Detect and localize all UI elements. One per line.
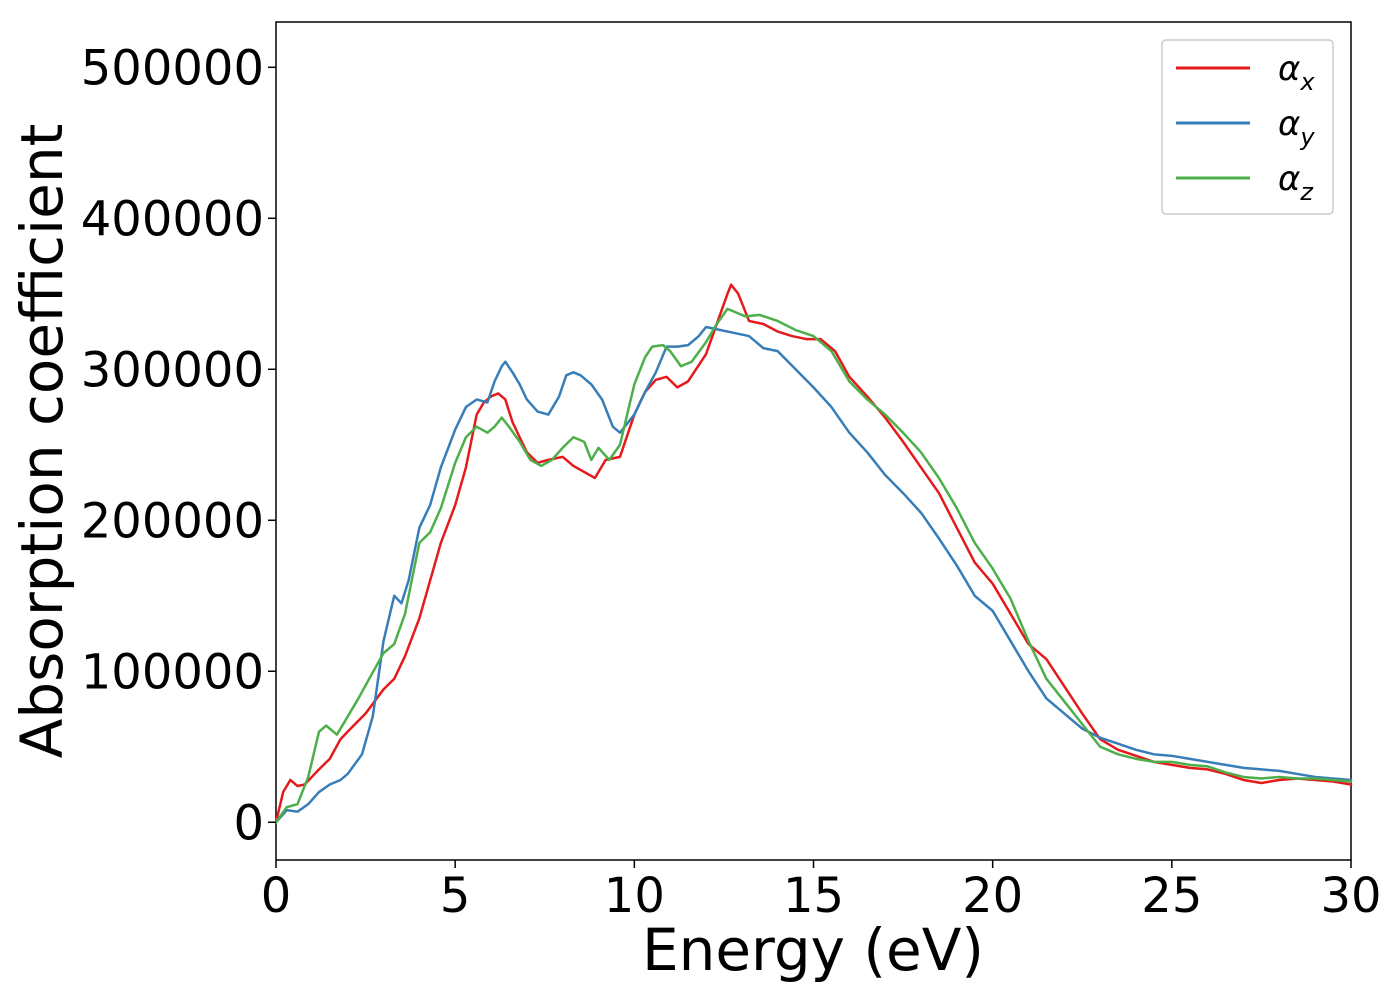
y-axis-ticks: 0 100000 200000 300000 400000 500000 bbox=[81, 40, 276, 851]
legend-label-y: αy bbox=[1278, 104, 1315, 151]
series-line-x bbox=[274, 283, 1353, 824]
x-tick-label: 0 bbox=[261, 868, 292, 924]
y-axis-title: Absorption coefficient bbox=[8, 124, 76, 759]
x-tick-label: 30 bbox=[1320, 868, 1381, 924]
y-tick-label: 300000 bbox=[81, 342, 264, 398]
series-layer bbox=[274, 283, 1353, 824]
series-line-z bbox=[274, 307, 1353, 824]
x-axis-title: Energy (eV) bbox=[642, 916, 984, 984]
y-tick-label: 400000 bbox=[81, 191, 264, 247]
legend-items: αx αy αz bbox=[1176, 49, 1315, 206]
series-line-y bbox=[274, 325, 1353, 824]
y-tick-label: 100000 bbox=[81, 644, 264, 700]
x-tick-label: 20 bbox=[962, 868, 1023, 924]
y-tick-label: 200000 bbox=[81, 493, 264, 549]
y-tick-label: 500000 bbox=[81, 40, 264, 96]
legend-label-z: αz bbox=[1278, 159, 1314, 206]
x-tick-label: 15 bbox=[783, 868, 844, 924]
x-tick-label: 25 bbox=[1141, 868, 1202, 924]
x-tick-label: 10 bbox=[604, 868, 665, 924]
legend-label-x: αx bbox=[1278, 49, 1315, 96]
y-tick-label: 0 bbox=[233, 795, 264, 851]
legend-box bbox=[1161, 39, 1334, 215]
x-tick-label: 5 bbox=[440, 868, 471, 924]
x-axis-ticks: 0 5 10 15 20 25 30 bbox=[261, 860, 1382, 924]
legend: αx αy αz bbox=[1161, 39, 1334, 215]
